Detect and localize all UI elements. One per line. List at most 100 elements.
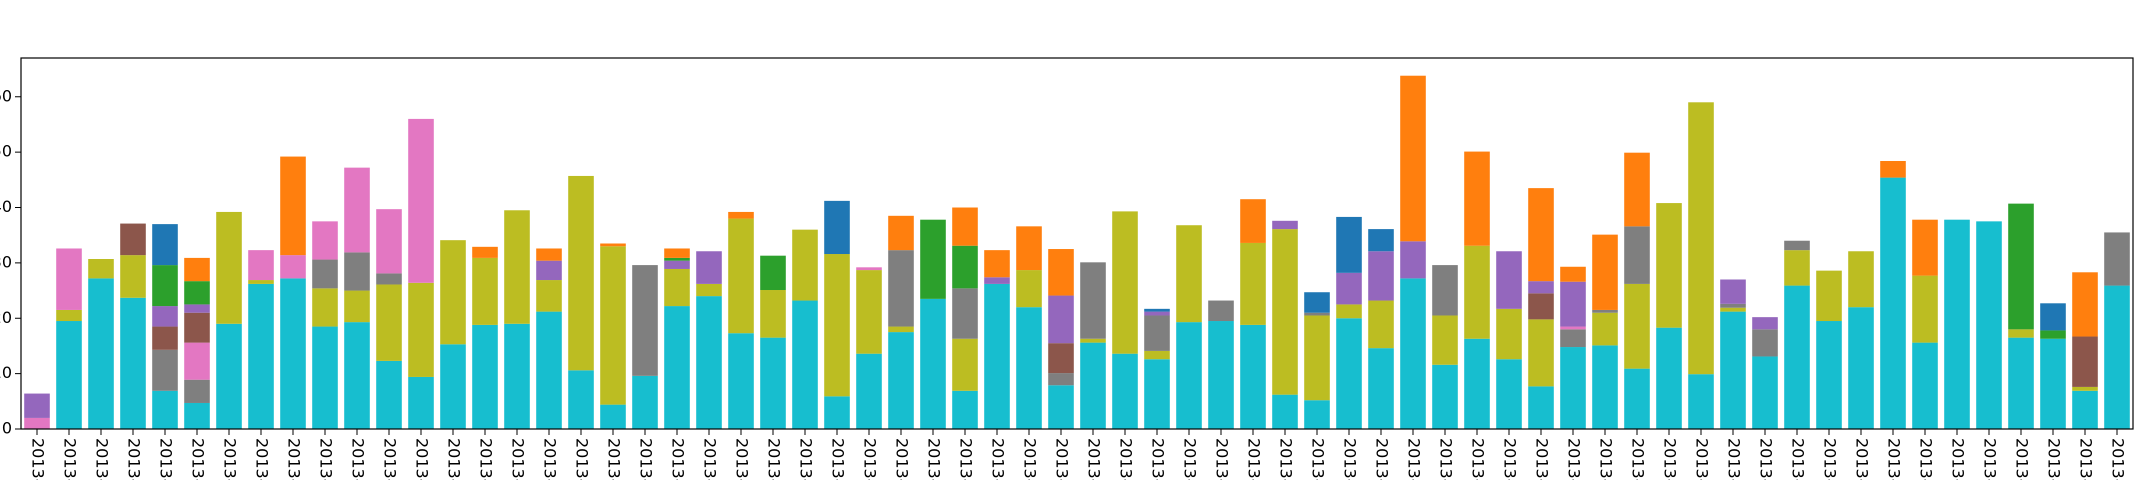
bar-segment — [1144, 311, 1170, 316]
x-tick-label: 2013- — [1789, 438, 1808, 480]
bar-segment — [1752, 329, 1778, 357]
y-tick-label: 20 — [0, 308, 12, 327]
bar-segment — [792, 300, 818, 429]
bar-segment — [440, 240, 466, 345]
bar-segment — [1912, 219, 1938, 276]
bar-segment — [824, 396, 850, 429]
bar-segment — [88, 259, 114, 279]
bar-segment — [664, 248, 690, 258]
bar-segment — [408, 118, 434, 283]
bar-segment — [696, 283, 722, 297]
bar-segment — [1624, 368, 1650, 429]
x-tick-label: 2013- — [1021, 438, 1040, 480]
bar-segment — [1560, 266, 1586, 282]
bar-segment — [472, 246, 498, 258]
bar-segment — [760, 255, 786, 291]
bar-segment — [1848, 251, 1874, 308]
bar-segment — [344, 322, 370, 429]
bar-segment — [536, 260, 562, 281]
bar-segment — [1176, 322, 1202, 429]
bar-segment — [760, 290, 786, 338]
bar-segment — [184, 281, 210, 305]
x-tick-label: 2013- — [765, 438, 784, 480]
bar-segment — [56, 321, 82, 429]
bar-segment — [824, 254, 850, 397]
x-tick-label: 2013- — [1853, 438, 1872, 480]
bar-segment — [312, 221, 338, 260]
bar-segment — [1336, 216, 1362, 273]
bar-segment — [1560, 347, 1586, 429]
bar-segment — [1144, 359, 1170, 429]
bar-segment — [1656, 327, 1682, 429]
bar-segment — [152, 265, 178, 307]
bar-segment — [376, 273, 402, 285]
x-tick-label: 2013- — [669, 438, 688, 480]
bar-segment — [1336, 272, 1362, 305]
bar-segment — [24, 393, 50, 418]
bar-segment — [728, 211, 754, 219]
bar-segment — [152, 224, 178, 266]
bar-segment — [920, 298, 946, 429]
x-tick-label: 2013- — [1949, 438, 1968, 480]
bar-segment — [1368, 348, 1394, 429]
bar-segment — [184, 304, 210, 313]
x-tick-label: 2013- — [1981, 438, 2000, 480]
bar-segment — [1112, 353, 1138, 429]
bar-segment — [408, 376, 434, 429]
bar-segment — [1304, 312, 1330, 316]
y-tick-label: 30 — [0, 252, 12, 271]
bar-segment — [1528, 188, 1554, 282]
x-tick-label: 2013- — [1821, 438, 1840, 480]
bar-segment — [568, 175, 594, 371]
bar-segment — [152, 326, 178, 350]
bar-segment — [1304, 292, 1330, 313]
x-tick-label: 2013- — [2077, 438, 2096, 480]
bar-segment — [1048, 373, 1074, 386]
x-tick-label: 2013- — [1373, 438, 1392, 480]
bar-segment — [472, 257, 498, 325]
y-tick-label: 10 — [0, 363, 12, 382]
x-tick-label: 2013- — [1533, 438, 1552, 480]
bar-segment — [536, 280, 562, 312]
x-tick-label: 2013- — [1149, 438, 1168, 480]
bar-segment — [1720, 279, 1746, 304]
x-tick-label: 2013- — [381, 438, 400, 480]
x-tick-label: 2013- — [157, 438, 176, 480]
bar-segment — [1144, 308, 1170, 312]
bar-segment — [1912, 342, 1938, 429]
bar-segment — [1976, 221, 2002, 429]
bar-segment — [1560, 326, 1586, 330]
bar-segment — [1048, 249, 1074, 296]
bar-segment — [984, 283, 1010, 429]
bar-segment — [536, 248, 562, 261]
bar-segment — [1368, 229, 1394, 252]
bar-segment — [152, 306, 178, 327]
bar-segment — [184, 402, 210, 429]
bar-segment — [1624, 152, 1650, 227]
y-tick-label: 0 — [2, 419, 12, 438]
x-tick-label: 2013- — [637, 438, 656, 480]
bar-segment — [1720, 307, 1746, 312]
bar-segment — [1432, 265, 1458, 316]
bar-segment — [568, 370, 594, 429]
bar-segment — [1112, 211, 1138, 354]
x-tick-label: 2013- — [541, 438, 560, 480]
bar-segment — [1400, 75, 1426, 242]
bar-segment — [2072, 272, 2098, 337]
x-tick-label: 2013- — [1053, 438, 1072, 480]
bar-segment — [696, 296, 722, 429]
bar-segment — [888, 215, 914, 251]
bar-segment — [1656, 203, 1682, 328]
bar-segment — [312, 326, 338, 429]
bar-segment — [1464, 245, 1490, 339]
bar-segment — [1240, 242, 1266, 325]
bar-segment — [1688, 102, 1714, 375]
bar-segment — [1528, 293, 1554, 320]
bar-segment — [440, 344, 466, 429]
x-tick-label: 2013- — [253, 438, 272, 480]
bar-segment — [1048, 343, 1074, 374]
bar-segment — [56, 248, 82, 310]
bar-segment — [1368, 251, 1394, 301]
x-tick-label: 2013- — [445, 438, 464, 480]
